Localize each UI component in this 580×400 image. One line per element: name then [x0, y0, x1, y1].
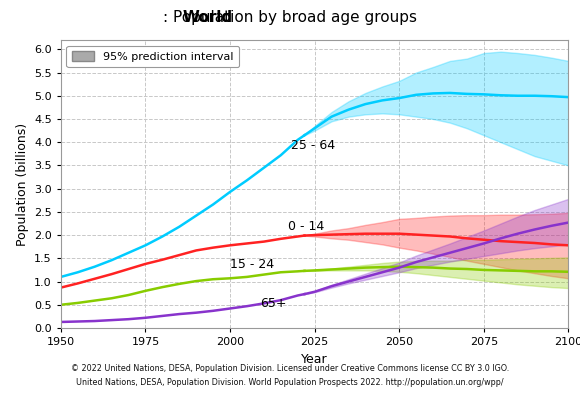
X-axis label: Year: Year	[302, 352, 328, 366]
Text: United Nations, DESA, Population Division. World Population Prospects 2022. http: United Nations, DESA, Population Divisio…	[76, 378, 504, 387]
Text: © 2022 United Nations, DESA, Population Division. Licensed under Creative Common: © 2022 United Nations, DESA, Population …	[71, 364, 509, 373]
Text: : Population by broad age groups: : Population by broad age groups	[163, 10, 417, 25]
Text: 15 - 24: 15 - 24	[230, 258, 274, 271]
Text: World: World	[183, 10, 233, 25]
Text: 0 - 14: 0 - 14	[288, 220, 324, 234]
Legend: 95% prediction interval: 95% prediction interval	[67, 46, 239, 68]
Text: 25 - 64: 25 - 64	[291, 139, 335, 152]
Text: 65+: 65+	[260, 297, 287, 310]
Y-axis label: Population (billions): Population (billions)	[16, 122, 28, 246]
